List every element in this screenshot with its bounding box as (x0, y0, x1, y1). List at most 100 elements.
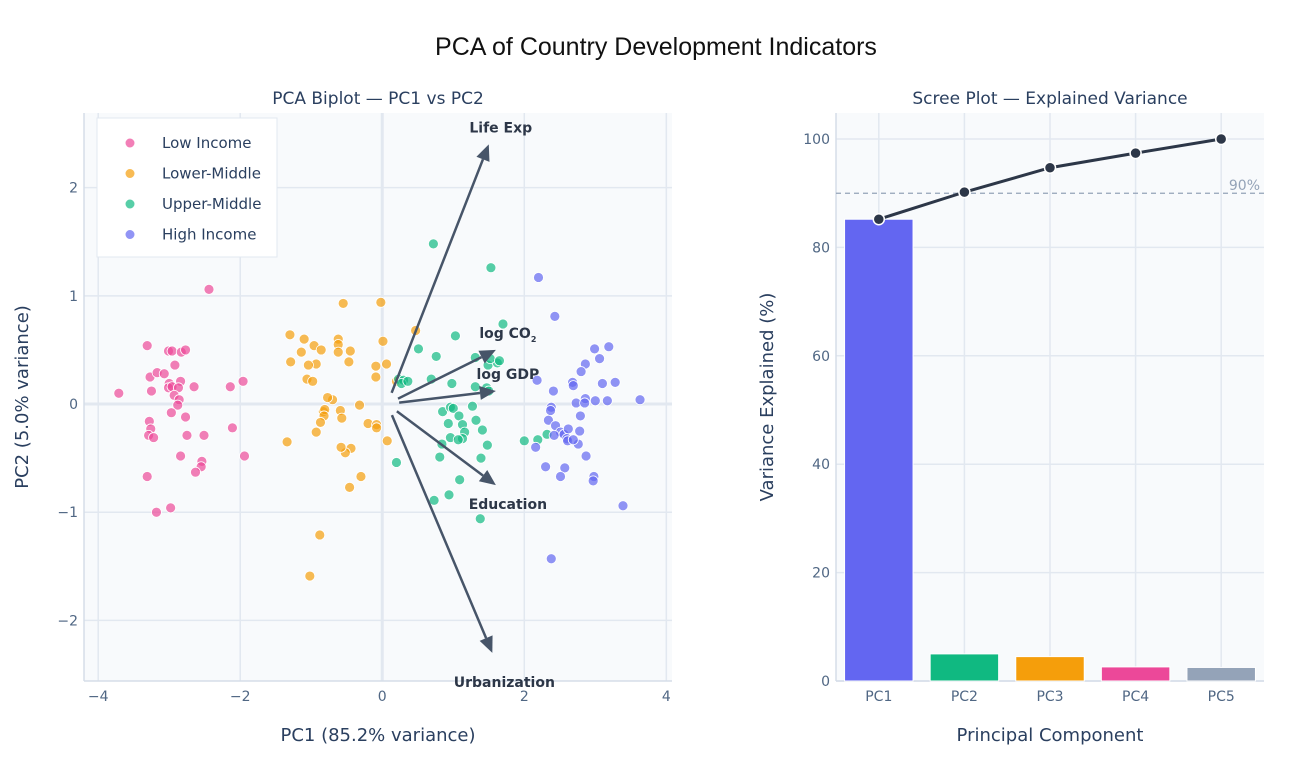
data-point-lower-middle[interactable] (344, 345, 356, 357)
data-point-high-income[interactable] (567, 380, 579, 392)
data-point-low-income[interactable] (166, 345, 178, 357)
data-point-lower-middle[interactable] (332, 346, 344, 358)
data-point-high-income[interactable] (530, 441, 542, 453)
data-point-high-income[interactable] (594, 353, 605, 364)
data-point-lower-middle[interactable] (370, 371, 382, 383)
data-point-high-income[interactable] (587, 475, 599, 487)
data-point-lower-middle[interactable] (343, 356, 355, 368)
data-point-upper-middle[interactable] (474, 513, 486, 525)
data-point-lower-middle[interactable] (377, 335, 389, 347)
data-point-high-income[interactable] (540, 461, 551, 473)
data-point-high-income[interactable] (567, 434, 579, 446)
data-point-low-income[interactable] (158, 368, 170, 380)
data-point-upper-middle[interactable] (494, 355, 505, 367)
data-point-high-income[interactable] (589, 395, 601, 407)
data-point-upper-middle[interactable] (481, 439, 493, 451)
data-point-upper-middle[interactable] (434, 451, 446, 463)
cumulative-point-pc3[interactable] (1043, 161, 1057, 174)
data-point-upper-middle[interactable] (391, 457, 402, 468)
data-point-low-income[interactable] (181, 430, 193, 441)
cumulative-point-pc1[interactable] (872, 212, 886, 226)
data-point-high-income[interactable] (575, 366, 587, 377)
data-point-low-income[interactable] (169, 359, 181, 371)
data-point-high-income[interactable] (574, 425, 586, 437)
data-point-low-income[interactable] (180, 411, 191, 423)
data-point-lower-middle[interactable] (381, 358, 392, 370)
data-point-high-income[interactable] (545, 405, 556, 416)
data-point-high-income[interactable] (589, 343, 600, 355)
data-point-upper-middle[interactable] (485, 262, 497, 274)
data-point-lower-middle[interactable] (284, 329, 296, 341)
data-point-lower-middle[interactable] (381, 435, 393, 447)
data-point-lower-middle[interactable] (307, 375, 319, 387)
data-point-high-income[interactable] (533, 272, 544, 283)
data-point-low-income[interactable] (172, 399, 184, 411)
data-point-lower-middle[interactable] (314, 529, 326, 541)
data-point-upper-middle[interactable] (476, 424, 488, 436)
data-point-upper-middle[interactable] (442, 418, 454, 429)
data-point-low-income[interactable] (239, 450, 250, 462)
data-point-high-income[interactable] (562, 423, 574, 435)
data-point-high-income[interactable] (531, 374, 543, 386)
data-point-high-income[interactable] (579, 397, 591, 409)
data-point-upper-middle[interactable] (446, 378, 458, 389)
data-point-upper-middle[interactable] (497, 318, 509, 330)
data-point-low-income[interactable] (190, 466, 201, 478)
bar-pc3[interactable] (1015, 656, 1085, 682)
bar-pc1[interactable] (844, 218, 914, 682)
data-point-low-income[interactable] (198, 430, 210, 441)
data-point-high-income[interactable] (549, 310, 561, 322)
data-point-high-income[interactable] (548, 385, 559, 397)
legend-item-low-income[interactable]: Low Income (125, 134, 252, 152)
data-point-upper-middle[interactable] (450, 330, 461, 342)
data-point-lower-middle[interactable] (310, 426, 322, 438)
data-point-lower-middle[interactable] (370, 360, 382, 372)
data-point-high-income[interactable] (574, 410, 586, 422)
data-point-high-income[interactable] (634, 394, 646, 406)
data-point-lower-middle[interactable] (298, 333, 310, 345)
data-point-lower-middle[interactable] (344, 481, 355, 493)
data-point-upper-middle[interactable] (469, 381, 481, 393)
data-point-lower-middle[interactable] (315, 417, 326, 428)
data-point-low-income[interactable] (141, 340, 153, 352)
data-point-upper-middle[interactable] (430, 351, 442, 362)
data-point-upper-middle[interactable] (443, 489, 455, 501)
data-point-low-income[interactable] (237, 375, 249, 387)
cumulative-point-pc2[interactable] (958, 185, 971, 199)
data-point-low-income[interactable] (151, 506, 162, 518)
data-point-low-income[interactable] (148, 432, 159, 443)
data-point-high-income[interactable] (597, 378, 608, 389)
bar-pc2[interactable] (929, 653, 1000, 682)
data-point-lower-middle[interactable] (322, 392, 333, 403)
legend-item-high-income[interactable]: High Income (125, 226, 257, 244)
data-point-low-income[interactable] (146, 385, 157, 397)
data-point-high-income[interactable] (548, 430, 560, 441)
data-point-low-income[interactable] (113, 387, 125, 399)
data-point-upper-middle[interactable] (518, 435, 530, 447)
data-point-low-income[interactable] (175, 450, 186, 462)
data-point-lower-middle[interactable] (285, 356, 297, 368)
data-point-high-income[interactable] (580, 450, 592, 462)
data-point-lower-middle[interactable] (335, 441, 347, 453)
data-point-low-income[interactable] (165, 407, 177, 419)
data-point-lower-middle[interactable] (371, 422, 382, 434)
data-point-lower-middle[interactable] (303, 359, 314, 371)
data-point-lower-middle[interactable] (281, 436, 293, 448)
legend-item-upper-middle[interactable]: Upper-Middle (125, 195, 262, 213)
data-point-high-income[interactable] (603, 341, 615, 353)
data-point-lower-middle[interactable] (304, 570, 316, 582)
data-point-upper-middle[interactable] (475, 452, 487, 464)
legend-item-lower-middle[interactable]: Lower-Middle (125, 165, 261, 183)
data-point-low-income[interactable] (180, 344, 191, 356)
data-point-low-income[interactable] (227, 422, 238, 434)
data-point-lower-middle[interactable] (336, 412, 348, 424)
data-point-high-income[interactable] (555, 471, 566, 482)
data-point-upper-middle[interactable] (470, 414, 482, 426)
data-point-upper-middle[interactable] (454, 474, 466, 486)
data-point-upper-middle[interactable] (447, 402, 459, 414)
bar-pc5[interactable] (1186, 666, 1256, 682)
data-point-high-income[interactable] (543, 414, 554, 426)
data-point-upper-middle[interactable] (427, 238, 439, 250)
bar-pc4[interactable] (1100, 666, 1171, 682)
data-point-low-income[interactable] (141, 471, 153, 482)
